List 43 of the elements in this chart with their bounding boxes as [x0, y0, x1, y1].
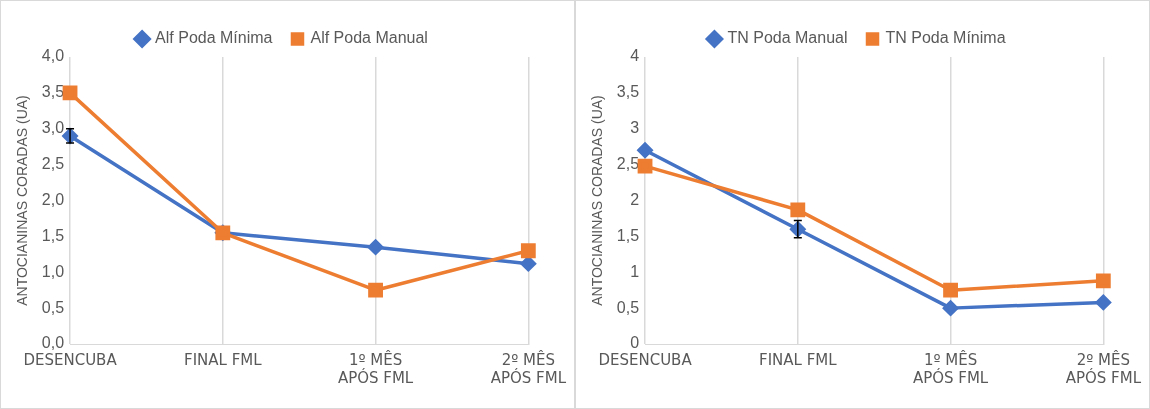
- y-tick-label: 0,0: [41, 334, 65, 352]
- point: [637, 158, 653, 174]
- y-axis-title: ANTOCIANINAS CORADAS (UA): [589, 95, 606, 306]
- x-tick-label: 2º MÊS APÓS FML: [490, 349, 567, 387]
- point: [1095, 294, 1112, 311]
- point: [943, 282, 958, 298]
- point: [1095, 273, 1111, 289]
- y-tick-label: 3: [630, 119, 640, 137]
- y-tick-label: 0,5: [41, 298, 65, 316]
- y-tick-label: 2,5: [41, 155, 65, 173]
- point: [790, 202, 806, 218]
- y-tick-label: 4: [630, 47, 640, 65]
- point: [520, 243, 536, 259]
- legend-label: Alf Poda Mínima: [155, 29, 273, 47]
- x-tick-label: 2º MÊS APÓS FML: [1065, 349, 1142, 387]
- y-tick-label: 4,0: [41, 47, 65, 65]
- x-tick-label: DESENCUBA: [23, 350, 118, 369]
- y-tick-label: 0: [630, 334, 640, 352]
- y-tick-label: 2,5: [616, 155, 640, 173]
- point: [62, 85, 78, 101]
- point: [637, 142, 653, 159]
- y-tick-label: 3,5: [616, 83, 640, 101]
- y-tick-label: 0,5: [616, 298, 640, 316]
- x-tick-label: 1º MÊS APÓS FML: [912, 349, 989, 387]
- y-tick-label: 3,5: [41, 83, 65, 101]
- legend-label: TN Poda Manual: [727, 29, 848, 47]
- y-tick-label: 1,5: [41, 226, 65, 244]
- x-tick-label: DESENCUBA: [598, 350, 693, 369]
- y-tick-label: 1,0: [41, 262, 65, 280]
- y-tick-label: 3,0: [41, 119, 65, 137]
- y-tick-label: 1: [630, 262, 640, 280]
- x-tick-label: 1º MÊS APÓS FML: [337, 349, 414, 387]
- y-tick-label: 2: [630, 190, 640, 208]
- legend-label: Alf Poda Manual: [310, 29, 428, 47]
- y-axis-title: ANTOCIANINAS CORADAS (UA): [14, 95, 31, 306]
- x-tick-label: FINAL FML: [759, 350, 838, 369]
- point: [368, 282, 383, 298]
- point: [367, 239, 384, 255]
- legend-label: TN Poda Mínima: [885, 29, 1006, 47]
- y-tick-label: 1,5: [616, 226, 640, 244]
- point: [942, 300, 959, 316]
- x-tick-label: FINAL FML: [184, 350, 263, 369]
- y-tick-label: 2,0: [41, 190, 65, 208]
